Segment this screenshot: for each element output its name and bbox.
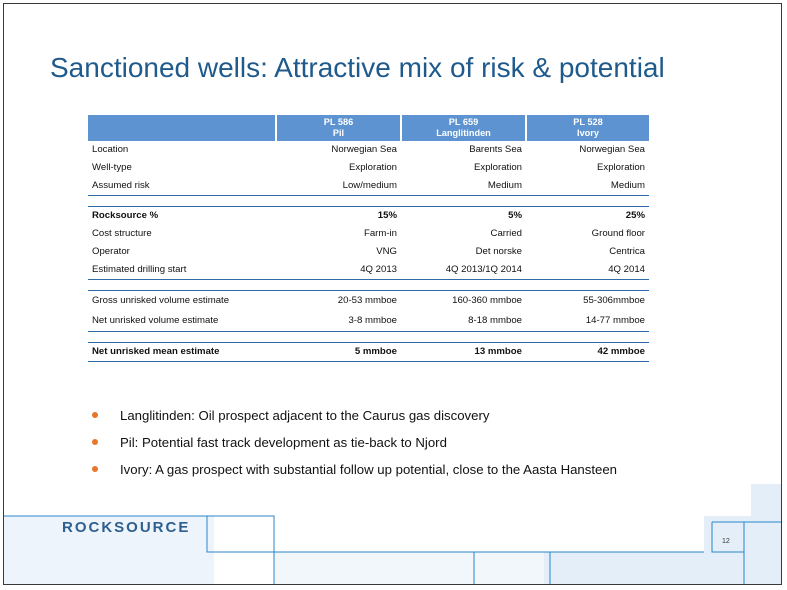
- table-cell: Carried: [490, 228, 522, 239]
- header-pl586: PL 586 Pil: [276, 115, 402, 141]
- table-cell: Farm-in: [363, 228, 397, 239]
- row-label: Rocksource %: [88, 206, 276, 225]
- bullet-text: Ivory: A gas prospect with substantial f…: [120, 462, 618, 477]
- table-cell: Exploration: [349, 162, 397, 173]
- table-cell: 4Q 2013: [276, 261, 401, 280]
- table-cell: 5%: [401, 206, 526, 225]
- table-cell: 25%: [526, 206, 649, 225]
- list-item: Langlitinden: Oil prospect adjacent to t…: [92, 402, 617, 429]
- table-cell: Barents Sea: [469, 144, 522, 155]
- row-label: Well-type: [92, 162, 132, 173]
- table-row: Operator VNG Det norske Centrica: [88, 243, 649, 261]
- table-cell: 4Q 2013/1Q 2014: [401, 261, 526, 280]
- row-label: Location: [92, 144, 129, 155]
- page-number: 12: [722, 538, 730, 545]
- table-row: Estimated drilling start 4Q 2013 4Q 2013…: [88, 261, 649, 280]
- table-cell: Ground floor: [591, 228, 645, 239]
- table-cell: Low/medium: [276, 177, 401, 196]
- table-cell: 13 mmboe: [401, 342, 526, 362]
- bullet-text: Pil: Potential fast track development as…: [120, 435, 447, 450]
- table-row: Well-type Exploration Exploration Explor…: [88, 159, 649, 177]
- table-cell: 15%: [276, 206, 401, 225]
- table-cell: 20-53 mmboe: [276, 290, 401, 311]
- table-cell: 8-18 mmboe: [401, 311, 526, 332]
- bullet-dot-icon: [92, 412, 98, 418]
- table-row: Gross unrisked volume estimate 20-53 mmb…: [88, 290, 649, 311]
- table-spacer: [88, 196, 649, 207]
- table-row: Rocksource % 15% 5% 25%: [88, 206, 649, 225]
- table-cell: 4Q 2014: [526, 261, 649, 280]
- row-label: Net unrisked volume estimate: [88, 311, 276, 332]
- table-cell: 14-77 mmboe: [526, 311, 649, 332]
- table-spacer: [88, 332, 649, 343]
- table-row: Location Norwegian Sea Barents Sea Norwe…: [88, 141, 649, 159]
- bullet-text: Langlitinden: Oil prospect adjacent to t…: [120, 408, 490, 423]
- table-cell: 5 mmboe: [276, 342, 401, 362]
- list-item: Pil: Potential fast track development as…: [92, 429, 617, 456]
- table-cell: Norwegian Sea: [579, 144, 645, 155]
- table-row: Net unrisked mean estimate 5 mmboe 13 mm…: [88, 342, 649, 362]
- table-cell: Norwegian Sea: [331, 144, 397, 155]
- rocksource-logo: ROCKSOURCE: [62, 519, 191, 536]
- table-cell: 3-8 mmboe: [276, 311, 401, 332]
- table-cell: Centrica: [609, 246, 645, 257]
- table-cell: 55-306mmboe: [526, 290, 649, 311]
- table-cell: 42 mmboe: [526, 342, 649, 362]
- table-row: Assumed risk Low/medium Medium Medium: [88, 177, 649, 196]
- bullet-list: Langlitinden: Oil prospect adjacent to t…: [92, 402, 617, 483]
- slide: Sanctioned wells: Attractive mix of risk…: [3, 3, 782, 585]
- table-cell: Exploration: [597, 162, 645, 173]
- table-cell: VNG: [376, 246, 397, 257]
- row-label: Cost structure: [92, 228, 152, 239]
- row-label: Assumed risk: [88, 177, 276, 196]
- header-pl528: PL 528 Ivory: [526, 115, 649, 141]
- slide-title: Sanctioned wells: Attractive mix of risk…: [50, 52, 665, 83]
- table-cell: Det norske: [475, 246, 522, 257]
- table-header-row: PL 586 Pil PL 659 Langlitinden PL 528 Ivory: [88, 115, 649, 141]
- bullet-dot-icon: [92, 466, 98, 472]
- header-blank-cell: [88, 115, 277, 141]
- row-label: Estimated drilling start: [88, 261, 276, 280]
- header-pl659: PL 659 Langlitinden: [401, 115, 527, 141]
- table-cell: Medium: [526, 177, 649, 196]
- table-cell: 160-360 mmboe: [401, 290, 526, 311]
- table-cell: Medium: [401, 177, 526, 196]
- table-row: Cost structure Farm-in Carried Ground fl…: [88, 225, 649, 243]
- table-spacer: [88, 280, 649, 291]
- wells-table: PL 586 Pil PL 659 Langlitinden PL 528 Ivory…: [88, 115, 649, 362]
- list-item: Ivory: A gas prospect with substantial f…: [92, 456, 617, 483]
- decorative-grid-pattern: [4, 484, 781, 584]
- row-label: Gross unrisked volume estimate: [88, 290, 276, 311]
- row-label: Operator: [92, 246, 130, 257]
- table-row: Net unrisked volume estimate 3-8 mmboe 8…: [88, 311, 649, 332]
- bullet-dot-icon: [92, 439, 98, 445]
- table-cell: Exploration: [474, 162, 522, 173]
- row-label: Net unrisked mean estimate: [88, 342, 276, 362]
